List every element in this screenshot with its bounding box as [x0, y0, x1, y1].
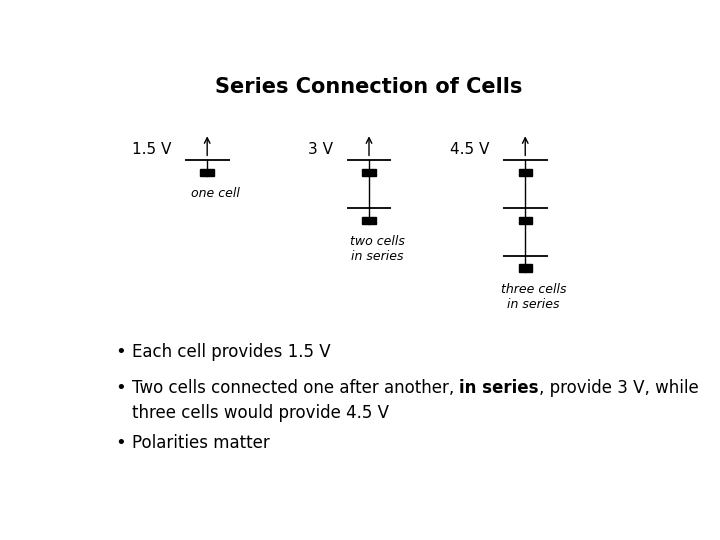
Text: , provide 3 V, while: , provide 3 V, while [539, 379, 698, 397]
Bar [362, 168, 376, 176]
Text: 3 V: 3 V [307, 142, 333, 157]
Text: one cell: one cell [191, 187, 240, 200]
Text: •: • [115, 434, 126, 452]
Text: Series Connection of Cells: Series Connection of Cells [215, 77, 523, 97]
Text: Two cells connected one after another,: Two cells connected one after another, [132, 379, 459, 397]
Bar [200, 168, 214, 176]
Bar [518, 168, 532, 176]
Text: 1.5 V: 1.5 V [132, 142, 171, 157]
Text: three cells would provide 4.5 V: three cells would provide 4.5 V [132, 404, 389, 422]
Text: •: • [115, 379, 126, 397]
Text: •: • [115, 343, 126, 361]
Text: three cells
in series: three cells in series [501, 283, 567, 311]
Text: in series: in series [459, 379, 539, 397]
Text: 4.5 V: 4.5 V [449, 142, 489, 157]
Text: Each cell provides 1.5 V: Each cell provides 1.5 V [132, 343, 330, 361]
Bar [518, 265, 532, 272]
Text: Polarities matter: Polarities matter [132, 434, 269, 452]
Bar [362, 217, 376, 224]
Bar [518, 217, 532, 224]
Text: two cells
in series: two cells in series [350, 235, 405, 264]
